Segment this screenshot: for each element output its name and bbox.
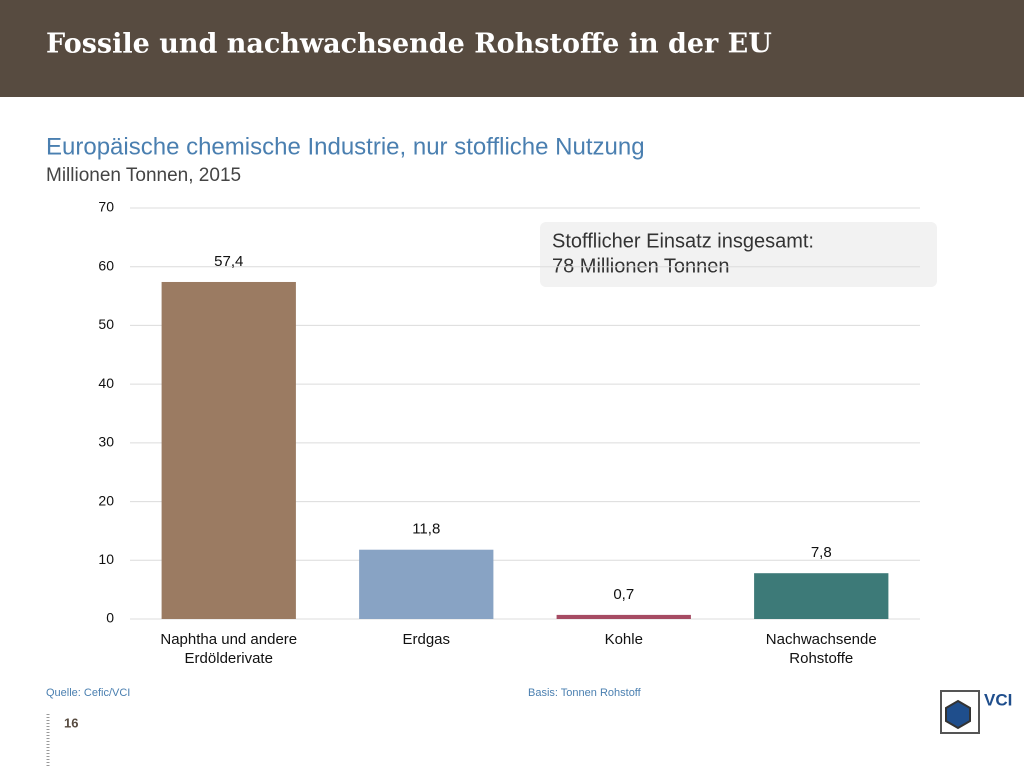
x-tick-label: Erdgas [402, 631, 451, 648]
bar [161, 281, 296, 619]
bar [359, 549, 494, 619]
logo-text: VCI [984, 690, 1012, 709]
data-label: 7,8 [811, 544, 832, 561]
bar [754, 573, 889, 619]
annotation-box [540, 222, 937, 287]
chart-subtitle: Millionen Tonnen, 2015 [46, 165, 241, 186]
chart-title: Europäische chemische Industrie, nur sto… [46, 133, 645, 160]
x-tick-label: Kohle [604, 631, 643, 648]
x-tick-label: Nachwachsende Rohstoffe [765, 631, 877, 667]
data-label: 11,8 [412, 521, 440, 538]
y-tick-label: 70 [98, 199, 114, 215]
y-tick-label: 20 [98, 492, 114, 508]
y-tick-label: 50 [98, 316, 114, 332]
slide-title: Fossile und nachwachsende Rohstoffe in d… [46, 29, 772, 60]
y-tick-label: 0 [106, 610, 114, 626]
annotation: Stofflicher Einsatz insgesamt: [552, 230, 814, 252]
y-tick-label: 60 [98, 257, 114, 273]
x-tick-label: Naphtha und andere Erdölderivate [160, 631, 298, 667]
logo: VCI [940, 690, 1012, 734]
source: Quelle: Cefic/VCI [46, 687, 130, 699]
y-tick-label: 40 [98, 375, 114, 391]
y-tick-label: 30 [98, 434, 114, 450]
page-number: 16 [64, 715, 78, 730]
bar [556, 614, 691, 619]
data-label: 0,7 [613, 586, 634, 603]
y-tick-label: 10 [98, 551, 114, 567]
basis: Basis: Tonnen Rohstoff [528, 687, 642, 699]
header-bar [0, 0, 1024, 97]
data-label: 57,4 [214, 253, 243, 270]
